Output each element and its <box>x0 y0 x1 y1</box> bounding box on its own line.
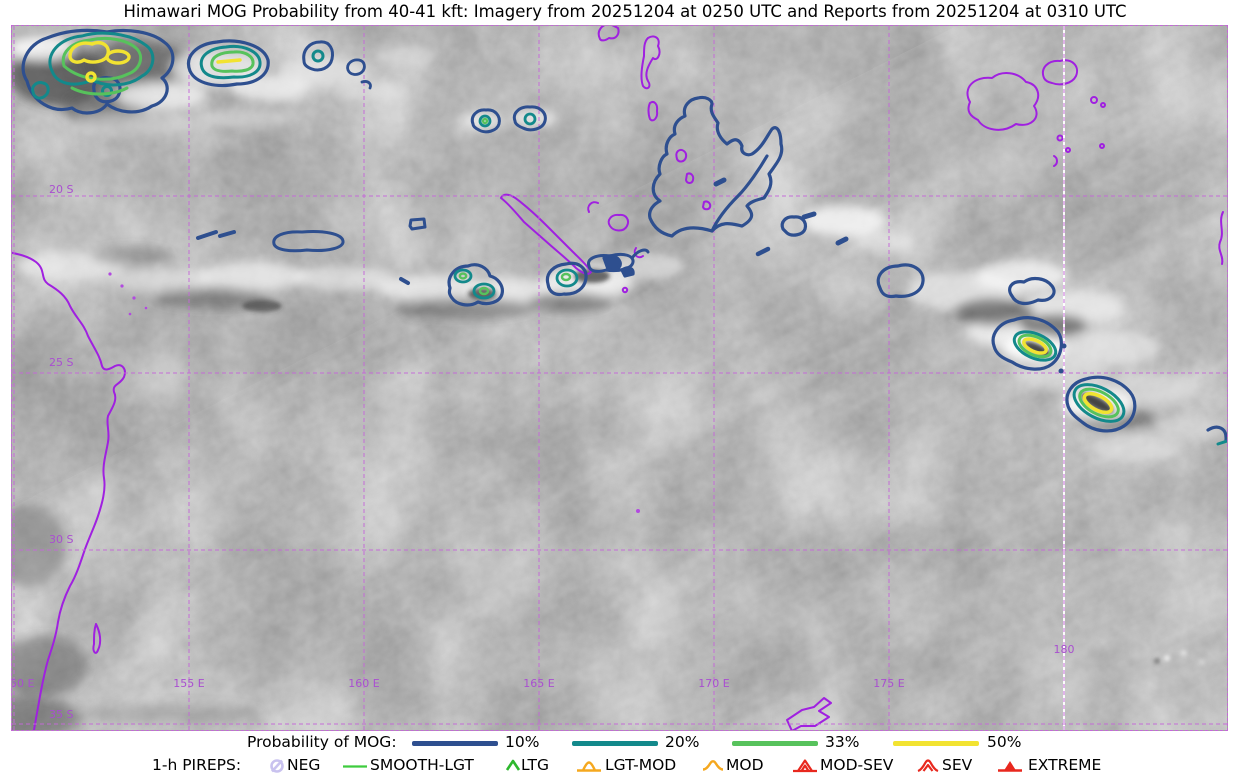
pirep-mod-sev-label: MOD-SEV <box>820 756 894 774</box>
lat-label-30s: 30 S <box>49 533 74 546</box>
pirep-mod-label: MOD <box>726 756 764 774</box>
pirep-sev-icon <box>917 759 939 773</box>
pirep-ltg-label: LTG <box>521 756 549 774</box>
pirep-sev-label: SEV <box>942 756 973 774</box>
pirep-ltg-icon <box>505 759 521 771</box>
pirep-smooth-lgt-icon <box>343 765 367 768</box>
pirep-extreme-icon <box>998 761 1022 772</box>
lat-label-20s: 20 S <box>49 183 74 196</box>
pirep-mod-sev-icon <box>793 759 817 773</box>
lon-label-170e: 170 E <box>698 677 730 690</box>
pirep-neg-label: NEG <box>287 756 321 774</box>
mog-33-swatch <box>732 741 818 746</box>
graticule <box>12 26 1227 730</box>
mog-legend-title: Probability of MOG: <box>247 733 397 751</box>
pirep-mod-icon <box>702 760 724 771</box>
lon-label-155e: 155 E <box>173 677 205 690</box>
mog-20-swatch <box>572 741 658 746</box>
lat-label-25s: 25 S <box>49 356 74 369</box>
satellite-map-graphic <box>12 26 1227 730</box>
mog-50-swatch <box>893 741 979 746</box>
mog-33-label: 33% <box>825 733 860 751</box>
coastlines <box>12 26 1224 730</box>
pirep-extreme-label: EXTREME <box>1028 756 1102 774</box>
lat-label-35s: 35 S <box>49 708 74 721</box>
pirep-smooth-lgt-label: SMOOTH-LGT <box>370 756 474 774</box>
pireps-legend-title: 1-h PIREPS: <box>152 756 242 774</box>
lon-label-165e: 165 E <box>523 677 555 690</box>
pirep-neg-icon <box>270 759 284 773</box>
mog-10-swatch <box>412 741 498 746</box>
mog-10-label: 10% <box>505 733 540 751</box>
lon-label-150e: 150 E <box>11 677 35 690</box>
lon-label-175e: 175 E <box>873 677 905 690</box>
page-title: Himawari MOG Probability from 40-41 kft:… <box>123 2 1127 21</box>
pirep-lgt-mod-label: LGT-MOD <box>605 756 677 774</box>
satellite-map: 20 S 25 S 30 S 35 S 150 E 155 E 160 E 16… <box>11 25 1228 731</box>
pirep-lgt-mod-icon <box>577 761 601 772</box>
lon-label-180: 180 <box>1053 643 1075 656</box>
mog-contours <box>21 28 1227 446</box>
lon-label-160e: 160 E <box>348 677 380 690</box>
mog-20-label: 20% <box>665 733 700 751</box>
mog-50-label: 50% <box>987 733 1022 751</box>
